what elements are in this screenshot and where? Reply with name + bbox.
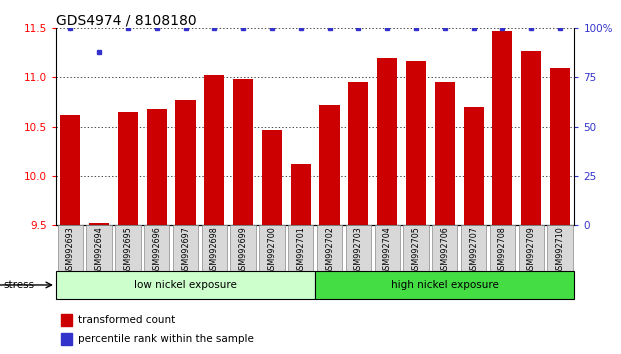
FancyBboxPatch shape xyxy=(490,225,515,271)
Text: GSM992707: GSM992707 xyxy=(469,226,478,275)
FancyBboxPatch shape xyxy=(317,225,342,271)
Text: GSM992695: GSM992695 xyxy=(124,226,132,275)
Text: GSM992693: GSM992693 xyxy=(66,226,75,275)
Bar xyxy=(147,109,167,225)
Text: GSM992696: GSM992696 xyxy=(152,226,161,275)
Text: GSM992703: GSM992703 xyxy=(354,226,363,275)
FancyBboxPatch shape xyxy=(403,225,428,271)
Text: GSM992708: GSM992708 xyxy=(498,226,507,275)
FancyBboxPatch shape xyxy=(86,225,112,271)
Bar xyxy=(291,164,311,225)
FancyBboxPatch shape xyxy=(519,225,544,271)
FancyBboxPatch shape xyxy=(260,225,284,271)
FancyBboxPatch shape xyxy=(144,225,170,271)
FancyBboxPatch shape xyxy=(56,271,315,299)
FancyBboxPatch shape xyxy=(230,225,256,271)
FancyBboxPatch shape xyxy=(202,225,227,271)
Bar xyxy=(262,130,282,225)
Text: GSM992705: GSM992705 xyxy=(412,226,420,275)
Bar xyxy=(435,82,455,225)
FancyBboxPatch shape xyxy=(116,225,140,271)
Bar xyxy=(60,115,80,225)
Text: GSM992710: GSM992710 xyxy=(556,226,564,275)
Bar xyxy=(118,112,138,225)
Text: transformed count: transformed count xyxy=(78,315,175,325)
FancyBboxPatch shape xyxy=(58,225,83,271)
Text: GSM992699: GSM992699 xyxy=(238,226,248,275)
Text: GDS4974 / 8108180: GDS4974 / 8108180 xyxy=(56,13,196,27)
Text: GSM992700: GSM992700 xyxy=(268,226,276,275)
Bar xyxy=(319,105,340,225)
Bar xyxy=(348,82,368,225)
Text: GSM992697: GSM992697 xyxy=(181,226,190,275)
Text: stress: stress xyxy=(3,280,34,290)
FancyBboxPatch shape xyxy=(346,225,371,271)
FancyBboxPatch shape xyxy=(173,225,198,271)
FancyBboxPatch shape xyxy=(461,225,486,271)
Bar xyxy=(550,68,570,225)
Text: percentile rank within the sample: percentile rank within the sample xyxy=(78,335,253,344)
Bar xyxy=(233,79,253,225)
Text: GSM992702: GSM992702 xyxy=(325,226,334,275)
Bar xyxy=(521,51,542,225)
Text: GSM992706: GSM992706 xyxy=(440,226,449,275)
Bar xyxy=(463,107,484,225)
Bar xyxy=(492,31,512,225)
Bar xyxy=(204,75,224,225)
Bar xyxy=(406,61,426,225)
Bar xyxy=(61,333,73,346)
Text: GSM992698: GSM992698 xyxy=(210,226,219,275)
Text: low nickel exposure: low nickel exposure xyxy=(134,280,237,290)
Bar xyxy=(89,223,109,225)
Text: GSM992701: GSM992701 xyxy=(296,226,306,275)
FancyBboxPatch shape xyxy=(315,271,574,299)
Text: GSM992709: GSM992709 xyxy=(527,226,536,275)
FancyBboxPatch shape xyxy=(432,225,458,271)
Text: GSM992704: GSM992704 xyxy=(383,226,392,275)
Bar xyxy=(61,314,73,326)
FancyBboxPatch shape xyxy=(288,225,314,271)
Bar xyxy=(176,100,196,225)
FancyBboxPatch shape xyxy=(547,225,573,271)
Bar xyxy=(377,58,397,225)
Text: high nickel exposure: high nickel exposure xyxy=(391,280,499,290)
Text: GSM992694: GSM992694 xyxy=(94,226,104,275)
FancyBboxPatch shape xyxy=(374,225,400,271)
